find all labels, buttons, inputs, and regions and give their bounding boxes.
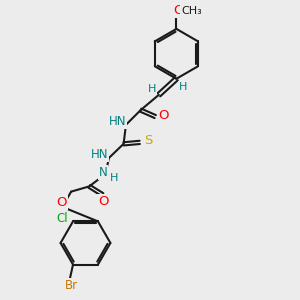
Text: HN: HN bbox=[91, 148, 108, 161]
Text: O: O bbox=[158, 109, 169, 122]
Text: CH₃: CH₃ bbox=[181, 6, 202, 16]
Text: O: O bbox=[98, 195, 108, 208]
Text: N: N bbox=[99, 166, 107, 179]
Text: H: H bbox=[179, 82, 187, 92]
Text: HN: HN bbox=[109, 116, 127, 128]
Text: O: O bbox=[56, 196, 67, 209]
Text: Br: Br bbox=[65, 279, 78, 292]
Text: H: H bbox=[148, 84, 157, 94]
Text: Cl: Cl bbox=[56, 212, 68, 225]
Text: H: H bbox=[110, 173, 118, 184]
Text: O: O bbox=[173, 4, 184, 17]
Text: S: S bbox=[144, 134, 153, 147]
